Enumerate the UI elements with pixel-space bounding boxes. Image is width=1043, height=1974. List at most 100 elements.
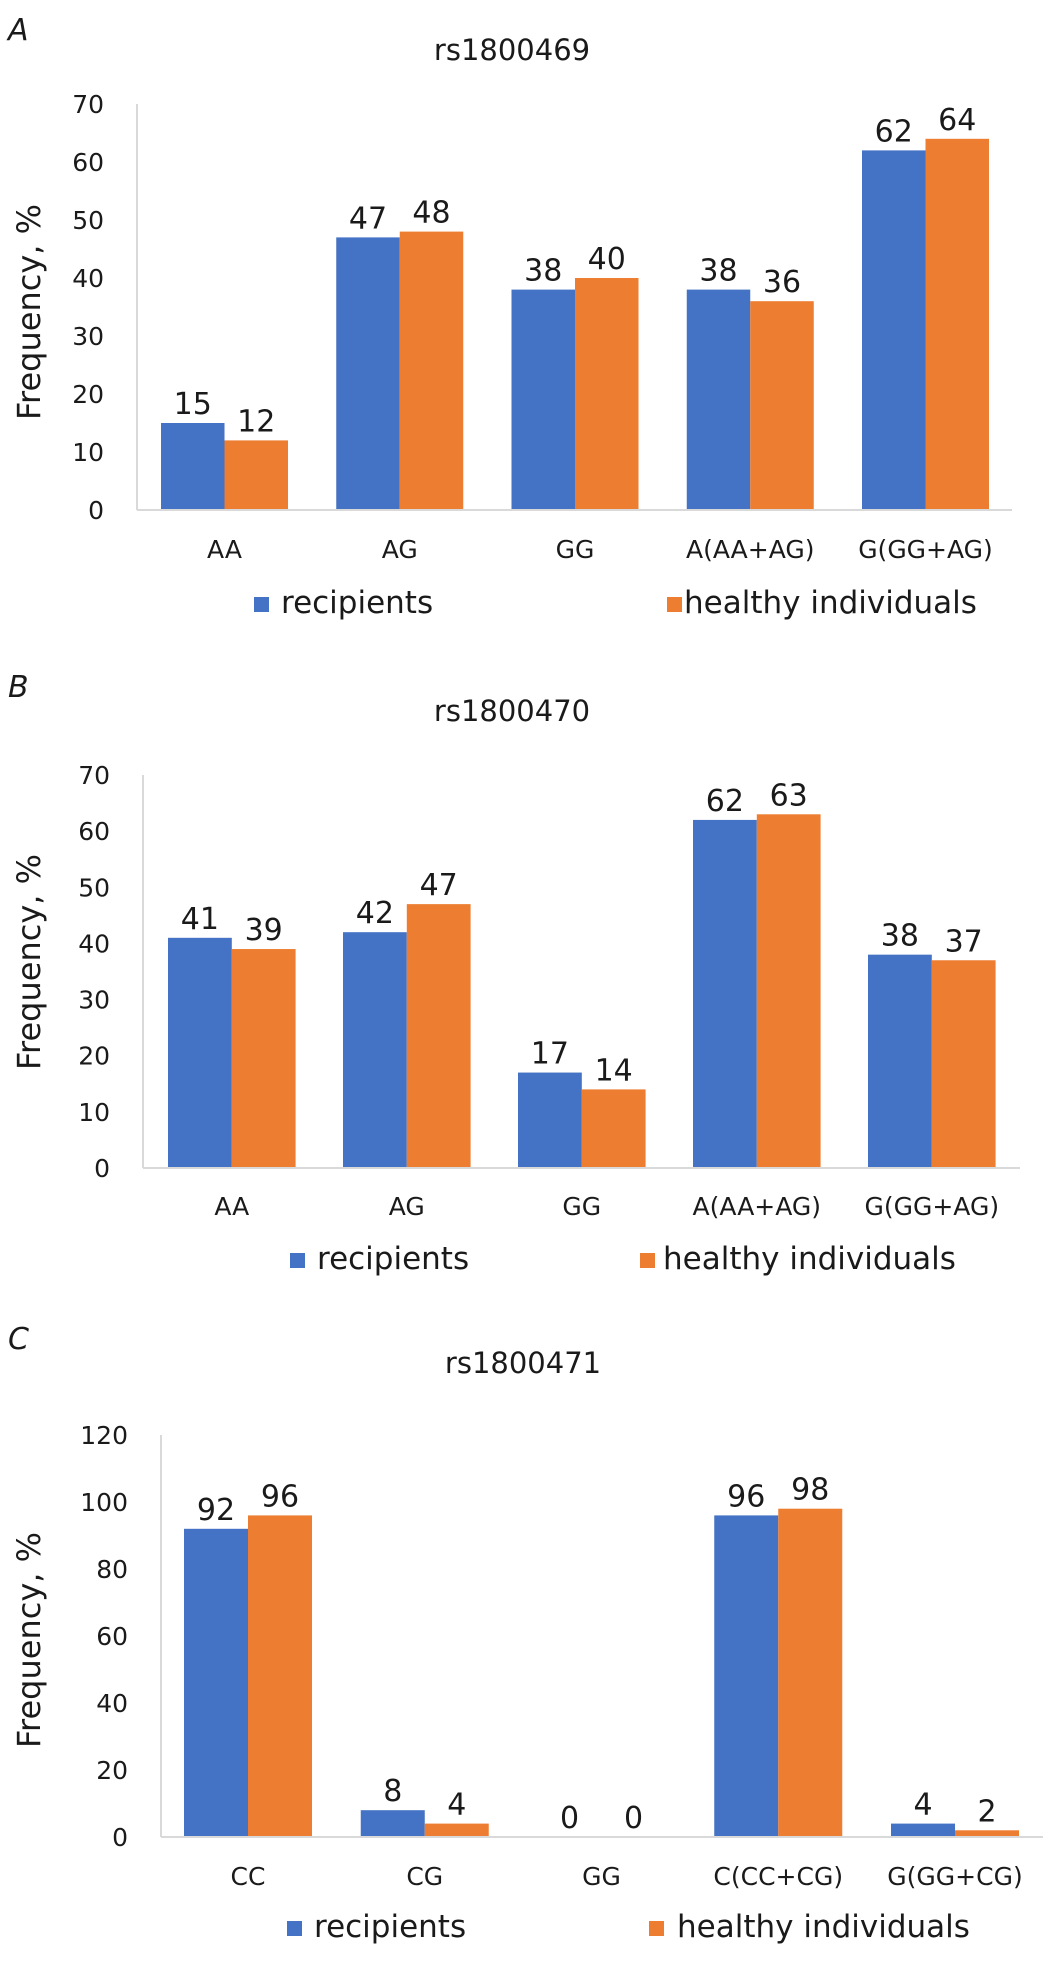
y-axis-label-c: Frequency, %	[10, 1532, 48, 1748]
data-label: 14	[595, 1053, 633, 1088]
y-tick-label: 40	[96, 1689, 128, 1718]
y-tick-label: 70	[72, 90, 104, 119]
legend-swatch-recipients	[287, 1921, 302, 1936]
bar-recipients-a-aa-ag-	[693, 819, 757, 1168]
data-label: 15	[174, 387, 212, 422]
data-label: 40	[588, 242, 626, 277]
y-tick-label: 80	[96, 1555, 128, 1584]
x-tick-labels-a: AA AG GG A(AA+AG) G(GG+AG)	[207, 535, 993, 564]
legend-label-healthy: healthy individuals	[684, 585, 977, 621]
legend-label-recipients: recipients	[281, 585, 433, 621]
bar-healthy-aa	[224, 440, 288, 510]
data-label: 4	[447, 1788, 466, 1823]
data-label: 92	[197, 1493, 235, 1528]
panel-label-b: B	[8, 670, 29, 705]
bar-recipients-cg	[360, 1810, 425, 1837]
bar-recipients-cc	[184, 1528, 248, 1837]
bar-healthy-g-gg-cg-	[955, 1830, 1019, 1837]
bar-recipients-g-gg-cg-	[891, 1823, 955, 1837]
y-tick-label: 50	[78, 873, 110, 902]
y-ticks-a: 0 10 20 30 40 50 60 70	[72, 90, 104, 525]
legend-swatch-recipients	[290, 1253, 305, 1268]
x-tick-label: A(AA+AG)	[686, 535, 815, 564]
chart-title-b: rs1800470	[434, 694, 590, 728]
bars-b	[168, 814, 996, 1168]
x-tick-labels-b: AA AG GG A(AA+AG) G(GG+AG)	[214, 1192, 999, 1221]
legend-label-healthy: healthy individuals	[677, 1909, 970, 1945]
x-tick-label: G(GG+CG)	[887, 1862, 1022, 1891]
data-label: 38	[881, 919, 919, 954]
data-label: 47	[349, 201, 387, 236]
data-label: 64	[938, 103, 976, 138]
bar-healthy-cg	[424, 1823, 489, 1837]
bar-healthy-gg	[575, 278, 639, 510]
data-label: 42	[356, 896, 394, 931]
panel-b: B rs1800470 Frequency, % 0 10 20 30 40 50 60 70…	[8, 670, 1020, 1277]
y-tick-label: 30	[78, 986, 110, 1015]
legend-swatch-healthy	[667, 597, 682, 612]
x-tick-label: CG	[406, 1862, 443, 1891]
x-tick-label: G(GG+AG)	[858, 535, 993, 564]
y-tick-label: 60	[96, 1622, 128, 1651]
bar-healthy-g-gg-ag-	[931, 960, 996, 1168]
bar-healthy-cc	[248, 1515, 312, 1837]
bar-recipients-c-cc-cg-	[714, 1515, 779, 1837]
legend-label-healthy: healthy individuals	[663, 1241, 956, 1277]
bar-healthy-g-gg-ag-	[925, 138, 989, 511]
legend-a: recipients healthy individuals	[254, 585, 977, 621]
data-label: 38	[524, 254, 562, 289]
bar-recipients-g-gg-ag-	[862, 150, 926, 510]
panel-label-a: A	[6, 13, 29, 48]
bar-recipients-aa	[161, 423, 225, 510]
y-tick-label: 40	[78, 929, 110, 958]
bar-healthy-aa	[231, 949, 296, 1168]
y-ticks-c: 0 20 40 60 80 100 120	[80, 1421, 128, 1852]
y-tick-label: 20	[96, 1756, 128, 1785]
data-label: 8	[383, 1774, 402, 1809]
data-label: 96	[261, 1479, 299, 1514]
legend-c: recipients healthy individuals	[287, 1909, 970, 1945]
x-tick-label: AG	[389, 1192, 425, 1221]
y-axis-label-b: Frequency, %	[10, 854, 48, 1070]
y-tick-label: 10	[72, 438, 104, 467]
panel-label-c: C	[8, 1322, 29, 1357]
y-tick-label: 0	[94, 1154, 110, 1183]
data-label: 0	[560, 1801, 579, 1836]
bar-recipients-g-gg-ag-	[868, 954, 932, 1168]
data-label: 96	[727, 1479, 765, 1514]
bar-healthy-ag	[406, 904, 471, 1168]
data-label: 39	[245, 913, 283, 948]
bar-recipients-ag	[336, 237, 400, 510]
data-label: 36	[763, 265, 801, 300]
data-labels-c: 92 8 0 96 4 96 4 0 98 2	[197, 1473, 997, 1836]
x-tick-label: GG	[562, 1192, 601, 1221]
y-tick-label: 50	[72, 206, 104, 235]
data-label: 17	[531, 1037, 569, 1072]
y-tick-label: 20	[78, 1042, 110, 1071]
bar-healthy-c-cc-cg-	[778, 1508, 843, 1837]
panel-c: C rs1800471 Frequency, % 020406080100120…	[8, 1322, 1043, 1945]
data-label: 63	[770, 778, 808, 813]
y-axis-label-a: Frequency, %	[10, 204, 48, 420]
x-tick-label: A(AA+AG)	[693, 1192, 822, 1221]
panel-a: A rs1800469 Frequency, % 0 10 20 30 40 50 60 70…	[6, 13, 1012, 621]
x-tick-label: C(CC+CG)	[713, 1862, 843, 1891]
data-label: 38	[699, 254, 737, 289]
y-tick-label: 60	[72, 148, 104, 177]
data-label: 4	[913, 1788, 932, 1823]
bar-recipients-a-aa-ag-	[686, 289, 751, 510]
x-tick-label: G(GG+AG)	[864, 1192, 999, 1221]
bars-c	[184, 1508, 1019, 1837]
y-tick-label: 0	[112, 1823, 128, 1852]
data-labels-a: 15 47 38 38 62 12 48 40 36 64	[174, 103, 977, 440]
legend-swatch-healthy	[640, 1253, 655, 1268]
chart-title-a: rs1800469	[434, 33, 590, 67]
y-tick-label: 20	[72, 380, 104, 409]
bar-recipients-ag	[343, 932, 407, 1168]
x-tick-label: AA	[207, 535, 242, 564]
x-tick-label: CC	[231, 1862, 266, 1891]
legend-swatch-healthy	[649, 1921, 664, 1936]
bar-recipients-aa	[168, 937, 232, 1168]
bar-healthy-a-aa-ag-	[750, 301, 814, 510]
bar-recipients-gg	[518, 1072, 582, 1168]
